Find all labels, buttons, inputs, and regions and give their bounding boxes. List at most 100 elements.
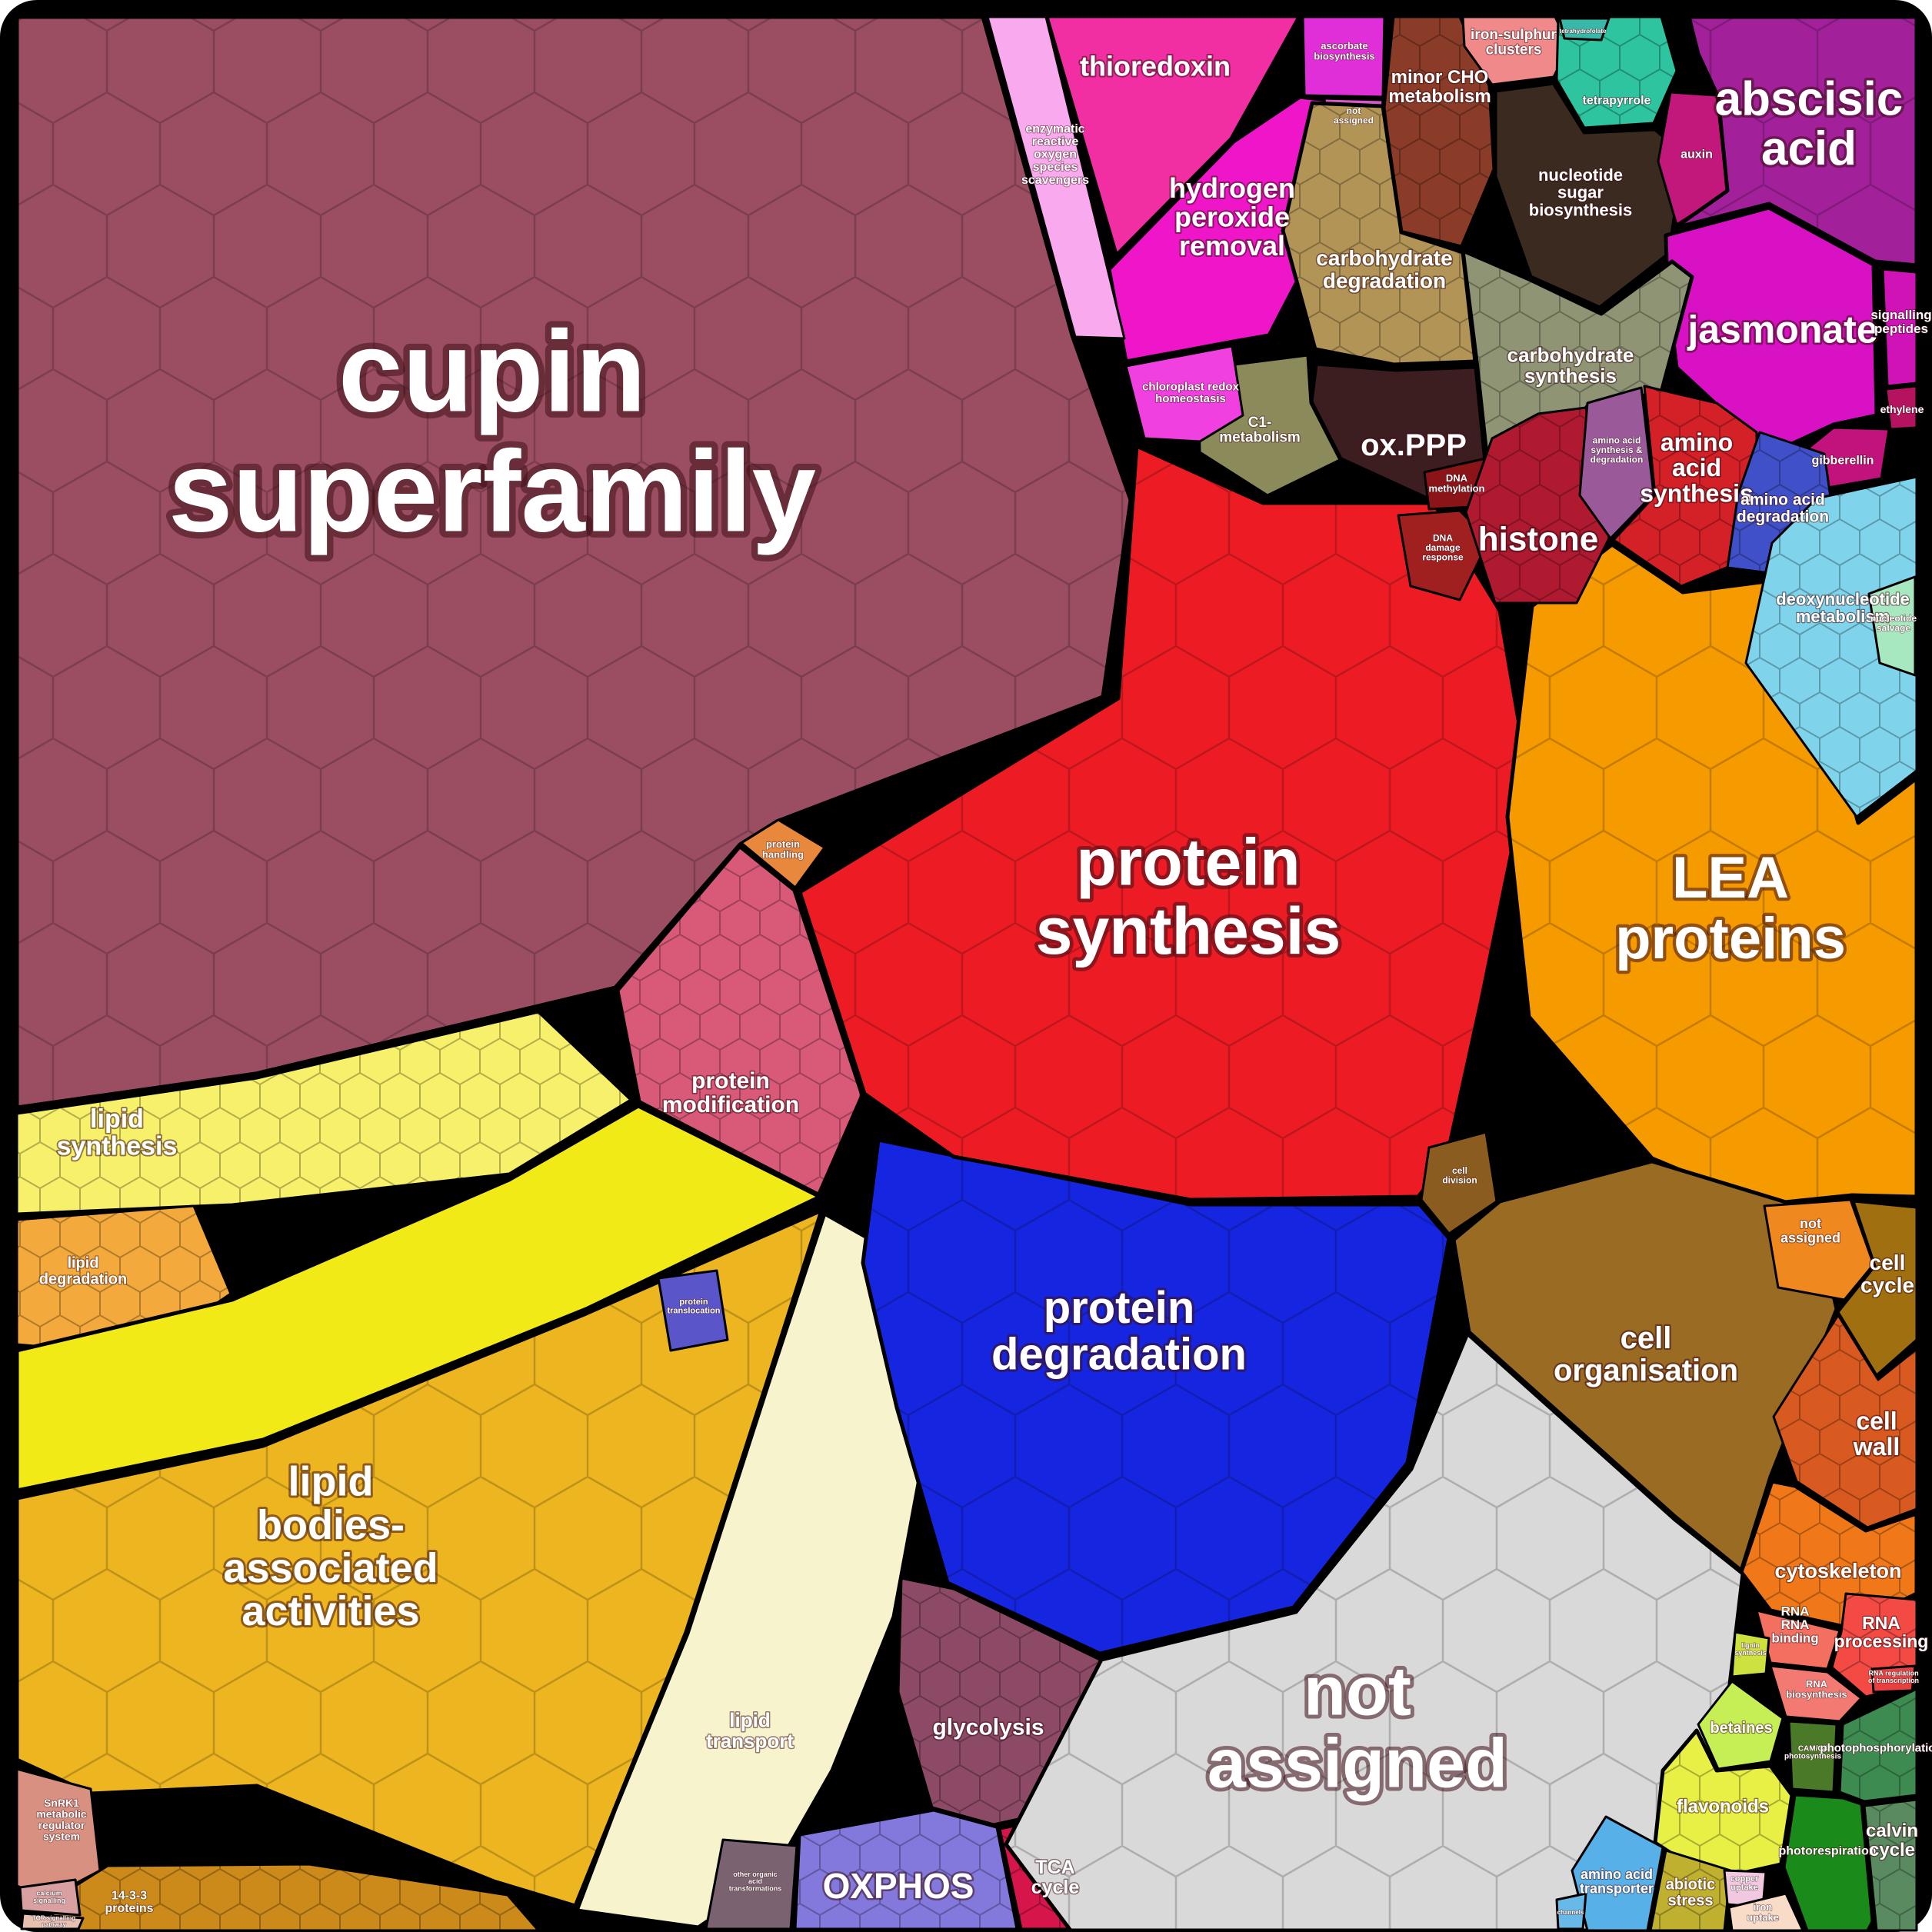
label-not-assigned-orange: not assigned [1780, 1216, 1840, 1246]
region-rna-biosynthesis [1769, 1664, 1863, 1723]
label-cam-c4-photosynthesis: CAM/C4 photosynthesis [1784, 1744, 1841, 1760]
region-cam-c4-photosynthesis [1787, 1720, 1838, 1794]
region-lipid-wedge [15, 1104, 822, 1493]
label-jasmonate: jasmonate [1687, 308, 1877, 351]
region-texture-lipid-synthesis [17, 1012, 631, 1214]
label-amino-acid-synthesis-degradation: amino acid synthesis & degradation [1591, 435, 1644, 465]
region-texture-photophosphorylation [1840, 1689, 1917, 1801]
region-betaines [1697, 1680, 1784, 1770]
region-texture-lipid-bodies-associated-activities [17, 1211, 821, 1906]
label-iron-uptake: iron uptake [1747, 1901, 1779, 1924]
label-histone: histone [1478, 520, 1598, 558]
label-amino-acid-transporter: amino acid transporter [1580, 1867, 1654, 1897]
region-texture-amino-acid-synthesis [1614, 386, 1757, 586]
region-texture-not-assigned [1006, 1334, 1743, 1930]
region-channels [1555, 1892, 1587, 1930]
label-tca-cycle: TCA cycle [1031, 1857, 1080, 1898]
label-betaines: betaines [1710, 1720, 1772, 1737]
label-cytoskeleton: cytoskeleton [1774, 1559, 1901, 1582]
label-rna-binding: RNA RNA binding [1771, 1604, 1818, 1645]
region-texture-deoxynucleotide-metabolism [1746, 477, 1917, 817]
region-iron-uptake [1727, 1892, 1804, 1932]
region-dna-damage-response [1397, 509, 1491, 601]
region-texture-protein-modification [618, 848, 861, 1194]
label-protein-degradation: protein degradation [991, 1283, 1247, 1379]
label-dna-damage-response: DNA damage response [1422, 533, 1464, 563]
region-texture-cell-wall [1774, 1315, 1917, 1527]
region-iron-sulphur-clusters [1461, 15, 1571, 86]
region-texture-protein-synthesis [800, 446, 1527, 1200]
region-texture-cupin-superfamily [17, 17, 1131, 1108]
label-ascorbate-biosynthesis: ascorbate biosynthesis [1314, 40, 1374, 62]
label-abiotic-stress: abiotic stress [1666, 1877, 1715, 1910]
label-copper-uptake: copper uptake [1730, 1874, 1759, 1892]
label-cell-division: cell division [1442, 1165, 1477, 1185]
region-lignin-synthesis [1730, 1631, 1770, 1678]
region-texture-14-3-3-proteins [51, 1864, 538, 1930]
region-tetrahydrofolate [1558, 17, 1611, 42]
region-ethylene [1884, 385, 1918, 431]
label-other-organic-acid-transformations: other organic acid transformations [729, 1870, 782, 1893]
region-protein-handling [740, 818, 826, 889]
region-texture-calvin-cycle [1864, 1800, 1917, 1930]
labels-layer: cupin superfamily lipid synthesis lipid degra… [32, 26, 1932, 1929]
region-texture-carbohydrate-degradation [1283, 103, 1475, 365]
label-lipid-synthesis: lipid synthesis [57, 1104, 178, 1161]
label-auxin: auxin [1681, 148, 1713, 162]
region-not-assigned-orange [1763, 1198, 1875, 1301]
label-protein-translocation: protein translocation [667, 1297, 720, 1315]
region-texture-abiotic-stress [1651, 1850, 1730, 1930]
label-nucleotide-salvage: nucleotide salvage [1870, 613, 1917, 633]
label-flavonoids: flavonoids [1677, 1796, 1769, 1817]
region-nucleotide-salvage [1867, 575, 1917, 677]
label-carbohydrate-degradation: carbohydrate degradation [1316, 246, 1452, 292]
label-abscisic-acid: abscisic acid [1715, 72, 1904, 175]
label-chloroplast-redox-homeostasis: chloroplast redox homeostasis [1142, 380, 1240, 405]
label-calvin-cycle: calvin cycle [1866, 1820, 1918, 1860]
label-carbohydrate-synthesis: carbohydrate synthesis [1507, 344, 1634, 388]
label-iron-sulphur-clusters: iron-sulphur clusters [1471, 27, 1557, 58]
label-lipid-bodies-associated-activities: lipid bodies-associated activities [223, 1459, 438, 1634]
region-tor-signalling-pathway [20, 1912, 85, 1930]
region-texture-protein-degradation [863, 1140, 1449, 1654]
region-amino-acid-transporter [1571, 1815, 1664, 1932]
label-minor-cho-metabolism: minor CHO metabolism [1388, 67, 1491, 107]
region-texture-histone [1466, 408, 1609, 603]
label-rna-regulation-of-transcription: RNA regulation of transcription [1868, 1669, 1919, 1684]
region-ros-scavengers [986, 15, 1126, 340]
label-amino-acid-degradation: amino acid degradation [1737, 491, 1829, 525]
label-channels: channels [1557, 1909, 1584, 1916]
label-cell-organisation: cell organisation [1554, 1321, 1738, 1387]
label-rna-processing: RNA processing [1834, 1613, 1929, 1651]
region-photorespiration [1783, 1794, 1874, 1932]
label-ox-ppp: ox.PPP [1361, 428, 1467, 462]
label-lignin-synthesis: lignin synthesis [1734, 1641, 1767, 1656]
label-amino-acid-synthesis: amino acid synthesis [1640, 428, 1754, 508]
label-signalling-peptides: signalling peptides [1870, 308, 1931, 336]
label-glycolysis: glycolysis [932, 1715, 1044, 1740]
label-14-3-3-proteins: 14-3-3 proteins [105, 1889, 153, 1915]
region-thioredoxin [1046, 15, 1300, 255]
region-texture-tetrapyrrole [1557, 17, 1677, 128]
label-not-assigned: not assigned [1208, 1654, 1507, 1803]
label-protein-modification: protein modification [662, 1068, 799, 1118]
label-lea-proteins: LEA proteins [1615, 845, 1846, 971]
region-texture-minor-cho-metabolism [1384, 17, 1494, 246]
region-texture-oxphos [795, 1810, 1017, 1929]
label-thioredoxin: thioredoxin [1080, 51, 1231, 82]
region-texture-flavonoids [1655, 1730, 1792, 1880]
label-hydrogen-peroxide-removal: hydrogen peroxide removal [1169, 172, 1295, 261]
region-cell-division [1420, 1131, 1498, 1235]
region-other-organic-acid-transformations [705, 1838, 798, 1930]
label-c1-metabolism: C1-metabolism [1219, 415, 1301, 446]
region-protein-translocation [657, 1269, 729, 1352]
label-dna-methylation: DNA methylation [1429, 472, 1485, 495]
region-texture-cytoskeleton [1741, 1481, 1917, 1627]
label-deoxynucleotide-metabolism: deoxynucleotide metabolism [1776, 589, 1910, 626]
label-nucleotide-sugar-biosynthesis: nucleotide sugar biosynthesis [1529, 165, 1632, 220]
region-amino-acid-synthesis-degradation [1578, 386, 1655, 540]
region-signalling-peptides [1881, 268, 1918, 388]
label-gibberellin: gibberellin [1812, 455, 1874, 468]
